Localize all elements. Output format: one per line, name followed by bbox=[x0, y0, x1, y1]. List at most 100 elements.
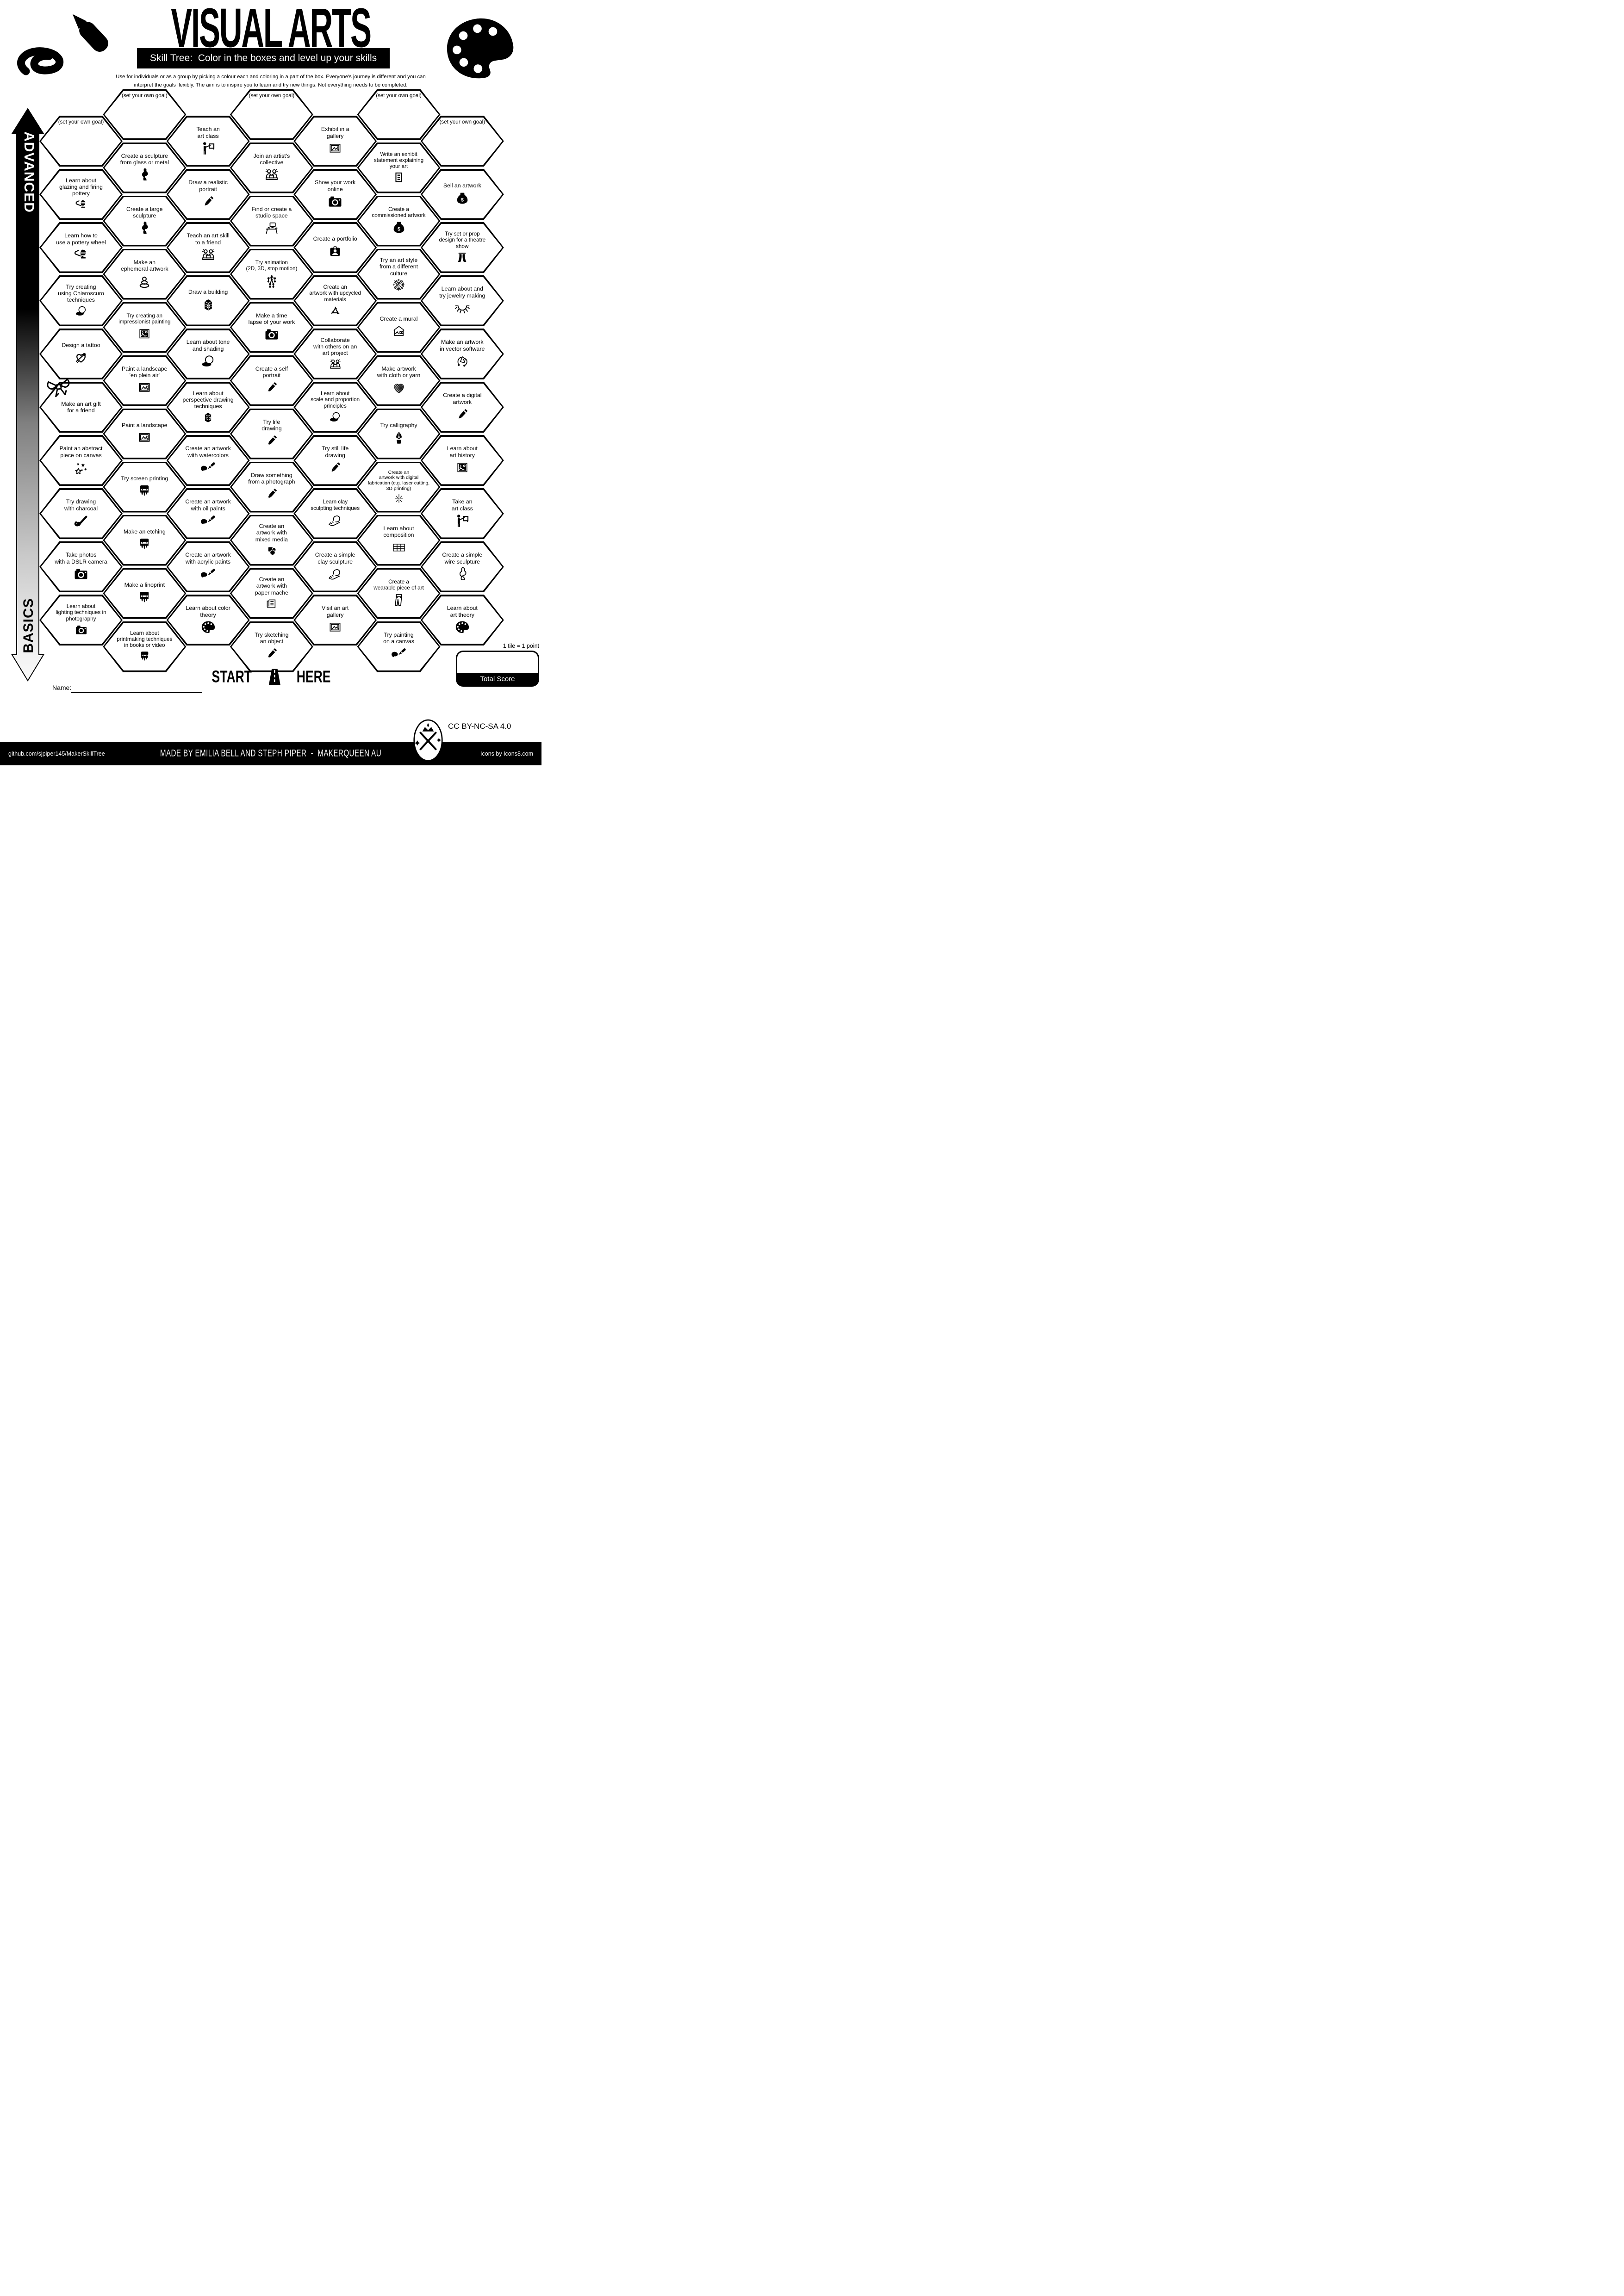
hex-tile: Create an artwork with watercolors bbox=[166, 435, 250, 486]
tile-label: Create an artwork with oil paints bbox=[185, 498, 231, 512]
tile-label: (set your own goal) bbox=[122, 92, 168, 99]
tile-label: Learn about perspective drawing techniqu… bbox=[182, 390, 234, 410]
framed-art-icon bbox=[454, 460, 470, 476]
hex-fill bbox=[359, 357, 439, 404]
tile-label: Take an art class bbox=[451, 498, 473, 512]
tile-label: Draw a building bbox=[188, 289, 228, 296]
tile-label: Create a self portrait bbox=[255, 365, 288, 379]
hex-fill bbox=[168, 436, 249, 484]
pencil-icon bbox=[264, 380, 280, 396]
hex-fill bbox=[231, 357, 312, 404]
hex-tile: Design a tattoo bbox=[39, 329, 123, 379]
tile-label: Take photos with a DSLR camera bbox=[55, 552, 107, 565]
charcoal-icon bbox=[73, 513, 89, 529]
hex-tile: (set your own goal) bbox=[230, 89, 313, 140]
tile-label: Learn about color theory bbox=[186, 605, 230, 618]
hex-tile: Teach an art class bbox=[166, 116, 250, 167]
tile-label: Try animation (2D, 3D, stop motion) bbox=[246, 259, 298, 272]
hex-fill bbox=[41, 170, 121, 218]
tile-label: Make an art gift for a friend bbox=[61, 400, 101, 414]
hex-tile: Try sketching an object bbox=[230, 621, 313, 672]
hex-tile: Paint a landscape bbox=[103, 408, 187, 459]
tile-label: (set your own goal) bbox=[58, 119, 104, 125]
hex-tile: Try painting on a canvas bbox=[357, 621, 441, 672]
camera-icon bbox=[264, 327, 280, 342]
picture-frame-icon bbox=[327, 620, 343, 635]
total-score-box: Total Score bbox=[456, 651, 539, 687]
hex-fill bbox=[231, 304, 312, 351]
tile-label: Exhibit in a gallery bbox=[321, 126, 349, 139]
hex-fill bbox=[168, 543, 249, 591]
tile-label: Create an artwork with watercolors bbox=[185, 445, 231, 459]
hex-tile: Learn about composition bbox=[357, 515, 441, 566]
calligraphy-nib-icon bbox=[391, 430, 407, 446]
tile-label: Try set or prop design for a theatre sho… bbox=[439, 231, 486, 249]
total-score-label: Total Score bbox=[457, 673, 538, 685]
badge-icon bbox=[327, 244, 343, 260]
tile-label: Make an artwork in vector software bbox=[440, 339, 485, 352]
hex-tile: Take photos with a DSLR camera bbox=[39, 541, 123, 592]
money-bag-icon bbox=[391, 220, 407, 236]
tile-label: Sell an artwork bbox=[443, 182, 481, 189]
paintbrush-icon bbox=[200, 513, 216, 529]
tile-label: Learn about composition bbox=[383, 525, 414, 538]
tile-label: Learn clay sculpting techniques bbox=[311, 499, 360, 511]
hex-tile: Create a self portrait bbox=[230, 355, 313, 406]
hex-fill bbox=[231, 197, 312, 245]
hex-tile: Learn about scale and proportion princip… bbox=[293, 382, 377, 433]
hex-tile: Exhibit in a gallery bbox=[293, 116, 377, 167]
hex-fill bbox=[422, 543, 503, 591]
hex-fill bbox=[231, 91, 312, 138]
hex-tile: Create an artwork with upcycled material… bbox=[293, 275, 377, 326]
hex-fill bbox=[295, 596, 375, 644]
tile-label: Create an artwork with acrylic paints bbox=[185, 552, 231, 565]
hex-tile: Try still life drawing bbox=[293, 435, 377, 486]
hex-tile: Draw something from a photograph bbox=[230, 461, 313, 513]
squeegee-icon bbox=[138, 650, 151, 663]
footer-credit: MADE BY EMILIA BELL AND STEPH PIPER - MA… bbox=[160, 748, 382, 759]
pen-tool-icon bbox=[454, 354, 470, 369]
tile-label: Learn about art history bbox=[447, 445, 478, 459]
hex-fill bbox=[295, 436, 375, 484]
building-icon bbox=[200, 297, 216, 313]
footer-bar: github.com/sjpiper145/MakerSkillTree MAD… bbox=[0, 742, 541, 765]
hex-fill bbox=[104, 197, 185, 245]
squeegee-icon bbox=[137, 483, 152, 499]
two-people-icon bbox=[200, 247, 216, 263]
grid-icon bbox=[391, 540, 407, 555]
hex-tile: Draw a building bbox=[166, 275, 250, 326]
hex-fill bbox=[359, 197, 439, 245]
hex-tile: Try life drawing bbox=[230, 408, 313, 459]
clay-hand-icon bbox=[327, 513, 343, 528]
recycle-icon bbox=[329, 304, 342, 317]
hex-fill bbox=[41, 543, 121, 591]
hex-fill bbox=[422, 277, 503, 325]
sculpture-icon bbox=[137, 220, 152, 236]
hex-fill bbox=[231, 463, 312, 511]
framed-art-icon bbox=[137, 326, 152, 342]
pottery-icon bbox=[73, 247, 89, 263]
tile-label: Paint a landscape 'en plein air' bbox=[122, 365, 168, 379]
hex-tile: Make an art gift for a friend bbox=[39, 382, 123, 433]
hex-fill bbox=[104, 250, 185, 298]
hex-tile: Create an artwork with digital fabricati… bbox=[357, 461, 441, 513]
hex-tile: Visit an art gallery bbox=[293, 595, 377, 645]
tile-label: Try screen printing bbox=[121, 475, 168, 482]
tile-label: Create an artwork with paper mache bbox=[255, 576, 289, 596]
tile-label: Create an artwork with mixed media bbox=[255, 523, 288, 543]
stitch-heart-icon bbox=[391, 380, 407, 396]
tile-label: Create a mural bbox=[380, 315, 418, 322]
newspaper-icon bbox=[265, 597, 278, 611]
hex-fill bbox=[168, 383, 249, 431]
tile-label: Paint an abstract piece on canvas bbox=[59, 445, 103, 459]
tile-label: Find or create a studio space bbox=[251, 205, 292, 219]
tile-label: Design a tattoo bbox=[62, 342, 100, 349]
tile-label: Learn about art theory bbox=[447, 605, 478, 618]
hex-tile: Join an artist's collective bbox=[230, 142, 313, 193]
hex-fill bbox=[359, 304, 439, 351]
pants-icon bbox=[391, 592, 407, 608]
hex-fill bbox=[295, 543, 375, 591]
hex-tile: Paint an abstract piece on canvas bbox=[39, 435, 123, 486]
hex-fill bbox=[422, 436, 503, 484]
tile-label: Create an artwork with upcycled material… bbox=[309, 284, 361, 303]
